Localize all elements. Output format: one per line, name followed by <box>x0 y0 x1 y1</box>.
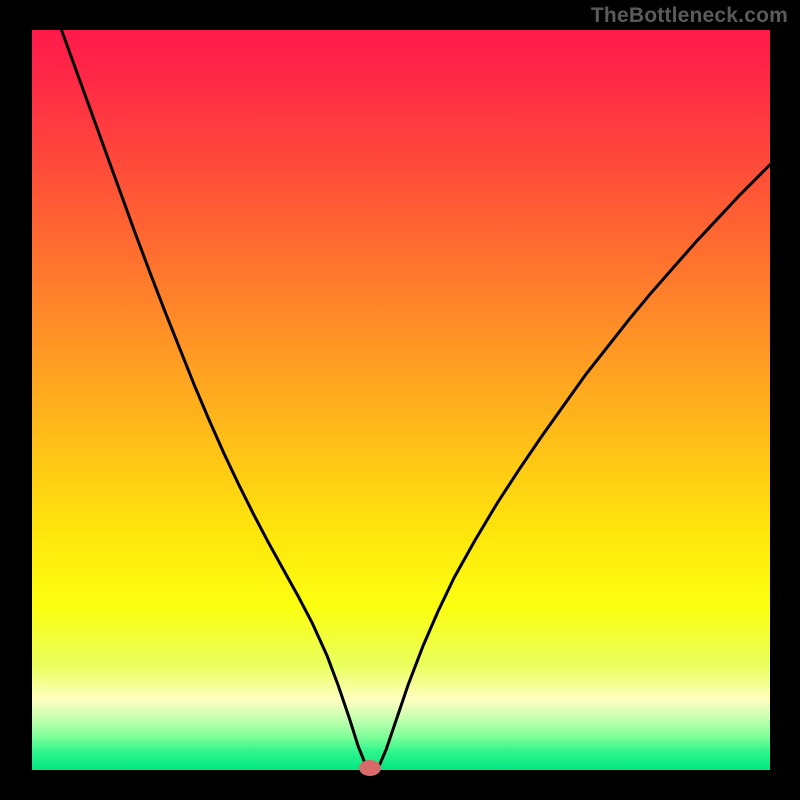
optimal-point-marker <box>359 760 381 776</box>
source-watermark: TheBottleneck.com <box>591 4 788 28</box>
chart-container: TheBottleneck.com <box>0 0 800 800</box>
bottleneck-chart <box>0 0 800 800</box>
plot-background <box>32 30 770 770</box>
